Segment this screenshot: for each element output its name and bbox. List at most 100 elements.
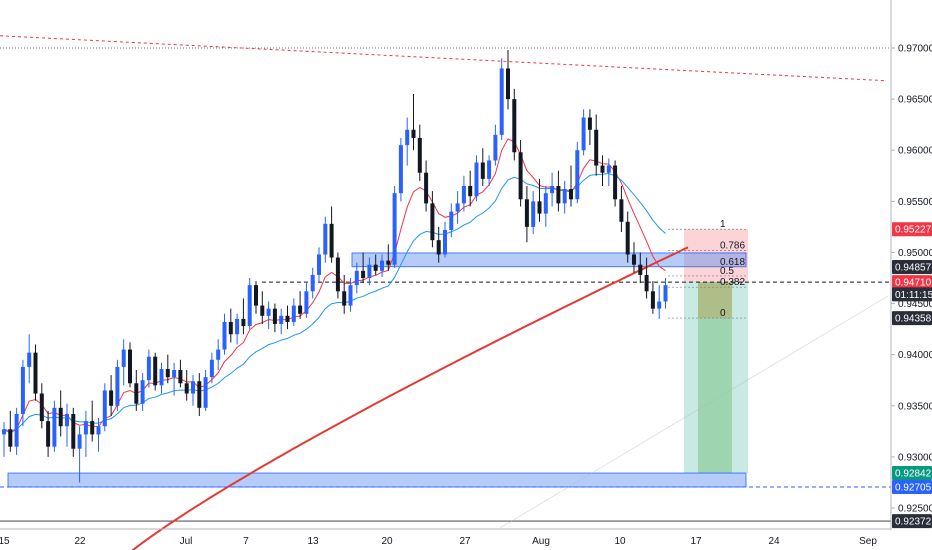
candle-body[interactable] [537,201,542,214]
candle-body[interactable] [619,199,624,222]
candle-body[interactable] [499,68,504,135]
candle-body[interactable] [14,413,19,447]
candle-body[interactable] [386,260,391,265]
candle-body[interactable] [153,356,158,386]
candle-body[interactable] [380,260,384,271]
candle-body[interactable] [556,186,561,204]
candle-body[interactable] [411,129,416,138]
candle-body[interactable] [606,165,611,173]
candle-body[interactable] [329,223,334,258]
time-axis[interactable]: 15 22 Jul 7 13 20 27 Aug 10 17 24 Sep [0,536,877,547]
candle-body[interactable] [524,199,529,227]
candle-body[interactable] [58,407,63,427]
candle-body[interactable] [335,257,340,292]
candle-body[interactable] [417,137,422,173]
candle-body[interactable] [480,162,485,179]
candle-body[interactable] [109,390,114,406]
candle-body[interactable] [443,229,447,255]
candle-body[interactable] [77,434,82,449]
candle-body[interactable] [228,321,233,335]
candle-body[interactable] [493,134,498,161]
candle-body[interactable] [304,291,309,314]
candle-body[interactable] [65,413,69,427]
candle-body[interactable] [33,352,38,394]
candle-body[interactable] [436,240,441,255]
candle-body[interactable] [663,285,668,302]
candle-body[interactable] [543,193,548,214]
trendline[interactable] [0,35,887,82]
candle-body[interactable] [638,264,643,275]
candle-body[interactable] [430,203,435,241]
candle-body[interactable] [487,160,492,179]
candle-body[interactable] [140,380,145,404]
candle-body[interactable] [235,318,240,335]
candle-body[interactable] [455,203,460,212]
candle-body[interactable] [115,366,120,406]
candle-body[interactable] [71,413,76,449]
candle-body[interactable] [172,370,177,378]
candle-body[interactable] [632,254,636,265]
candle-body[interactable] [531,201,536,227]
candle-body[interactable] [165,368,170,378]
candle-body[interactable] [83,421,88,435]
candle-body[interactable] [348,285,353,306]
candle-body[interactable] [197,381,202,408]
candle-body[interactable] [291,305,296,322]
candle-body[interactable] [247,285,252,327]
candle-body[interactable] [241,318,246,327]
candle-body[interactable] [8,429,13,447]
candle-body[interactable] [90,421,95,435]
candle-body[interactable] [159,368,164,386]
candle-body[interactable] [272,308,277,324]
candle-body[interactable] [461,186,466,204]
candle-body[interactable] [581,117,586,151]
candle-body[interactable] [46,421,51,447]
candle-body[interactable] [449,211,454,230]
candle-body[interactable] [317,254,321,275]
support-zone[interactable] [351,252,747,268]
candle-body[interactable] [222,321,227,350]
candle-body[interactable] [121,349,126,367]
candle-body[interactable] [191,381,195,394]
candle-body[interactable] [650,291,655,309]
candle-body[interactable] [594,129,599,166]
candle-body[interactable] [613,165,618,200]
candle-body[interactable] [373,264,378,271]
candle-body[interactable] [2,429,6,435]
candle-body[interactable] [367,264,372,278]
candle-body[interactable] [625,221,630,255]
support-zone[interactable] [7,472,747,488]
candle-body[interactable] [254,285,258,306]
candle-body[interactable] [424,172,429,204]
position-target-zone[interactable] [684,282,748,474]
candle-body[interactable] [587,117,592,130]
candle-body[interactable] [134,383,139,404]
candle-body[interactable] [298,305,303,314]
candle-body[interactable] [600,165,605,173]
candle-body[interactable] [392,193,397,265]
candle-body[interactable] [354,270,359,286]
candle-body[interactable] [178,370,183,384]
candle-body[interactable] [260,305,265,316]
candle-body[interactable] [405,129,410,146]
candle-body[interactable] [342,291,347,306]
candle-body[interactable] [203,377,208,408]
candle-body[interactable] [575,150,580,200]
candle-body[interactable] [27,352,32,367]
candle-body[interactable] [398,145,403,194]
candle-body[interactable] [468,186,473,197]
candle-body[interactable] [569,189,573,200]
candle-body[interactable] [52,407,57,447]
candle-body[interactable] [184,383,189,394]
candle-body[interactable] [128,349,132,384]
candle-body[interactable] [146,356,151,381]
candle-body[interactable] [506,68,510,100]
candle-body[interactable] [96,426,101,435]
candle-body[interactable] [512,99,517,153]
candle-body[interactable] [310,274,315,292]
candle-body[interactable] [550,186,555,194]
candle-body[interactable] [216,349,221,360]
candle-body[interactable] [518,152,523,200]
candle-body[interactable] [102,390,107,427]
